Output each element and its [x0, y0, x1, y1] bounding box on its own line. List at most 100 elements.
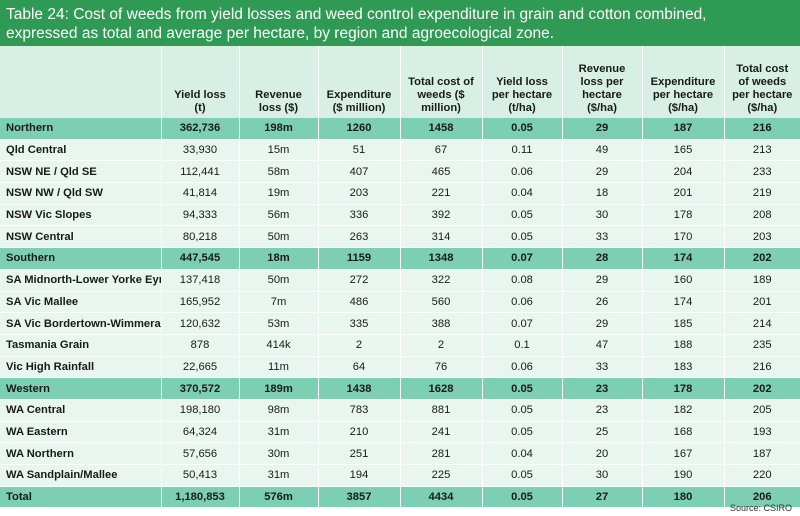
table-cell: 76 [399, 356, 482, 379]
table-row: NSW Vic Slopes 94,333 56m 336 392 0.05 30 178 20… [0, 204, 800, 227]
table-title-line-1: Table 24: Cost of weeds from yield losse… [6, 6, 707, 23]
table-cell: 64,324 [160, 421, 239, 444]
row-label-cell: SA Vic Mallee [0, 291, 161, 314]
row-label-cell: WA Northern [0, 442, 161, 465]
table-cell: 182 [641, 399, 724, 422]
table-cell: 1260 [317, 118, 400, 140]
table-cell: 56m [238, 204, 318, 227]
table-cell: 51 [317, 139, 400, 162]
source-note: Source: CSIRO [729, 503, 792, 513]
table-cell: 31m [238, 421, 318, 444]
row-label-cell: NSW Central [0, 225, 161, 249]
table-cell: 1159 [317, 247, 400, 270]
table-cell: 370,572 [160, 377, 239, 400]
table-cell: 0.05 [481, 421, 562, 444]
table-cell: 193 [723, 421, 800, 444]
table-cell: 216 [723, 356, 800, 379]
table-cell: 1628 [399, 377, 482, 400]
table-cell: 2 [399, 334, 482, 357]
row-label-cell: SA Vic Bordertown-Wimmera [0, 312, 161, 335]
row-label-cell: Qld Central [0, 139, 161, 162]
table-title: Table 24: Cost of weeds from yield losse… [0, 0, 800, 46]
table-cell: 29 [561, 118, 642, 140]
table-cell: 50m [238, 269, 318, 292]
table-row: SA Vic Bordertown-Wimmera 120,632 53m 335 38… [0, 312, 800, 335]
table-cell: 0.04 [481, 182, 562, 205]
table-row: Vic High Rainfall 22,665 11m 64 76 0.06 33 183 2… [0, 356, 800, 379]
table-cell: 3857 [317, 486, 400, 509]
table-cell: 1348 [399, 247, 482, 270]
table-cell: 210 [317, 421, 400, 444]
table-row: NSW Central 80,218 50m 263 314 0.05 33 170 203 [0, 225, 800, 249]
table-cell: 174 [641, 247, 724, 270]
table-cell: 120,632 [160, 312, 239, 335]
table-cell: 0.06 [481, 160, 562, 184]
table-cell: 225 [399, 464, 482, 487]
table-cell: 4434 [399, 486, 482, 509]
table-row: Tasmania Grain 878 414k 2 2 0.1 47 188 235 [0, 334, 800, 357]
table-cell: 203 [723, 225, 800, 249]
table-cell: 137,418 [160, 269, 239, 292]
table-cell: 783 [317, 399, 400, 422]
table-cell: 194 [317, 464, 400, 487]
table-cell: 281 [399, 442, 482, 465]
table-cell: 878 [160, 334, 239, 357]
table-cell: 168 [641, 421, 724, 444]
table-cell: 0.05 [481, 399, 562, 422]
header-cell-revenue-loss: Revenue loss ($) [238, 46, 318, 118]
table-cell: 560 [399, 291, 482, 314]
table-cell: 336 [317, 204, 400, 227]
row-label-cell: Tasmania Grain [0, 334, 161, 357]
header-row: Yield loss (t) Revenue loss ($) Expendit… [0, 46, 800, 118]
table-cell: 241 [399, 421, 482, 444]
table-cell: 25 [561, 421, 642, 444]
table-cell: 0.05 [481, 225, 562, 249]
table-cell: 447,545 [160, 247, 239, 270]
row-label-cell: NSW Vic Slopes [0, 204, 161, 227]
table-cell: 50,413 [160, 464, 239, 487]
table-cell: 18 [561, 182, 642, 205]
table-cell: 0.05 [481, 486, 562, 509]
table-cell: 392 [399, 204, 482, 227]
row-label-cell: NSW NW / Qld SW [0, 182, 161, 205]
table-cell: 49 [561, 139, 642, 162]
region-row: Southern 447,545 18m 1159 1348 0.07 28 174 202 [0, 247, 800, 270]
table-cell: 206 [723, 486, 800, 509]
table-cell: 205 [723, 399, 800, 422]
table-cell: 29 [561, 312, 642, 335]
table-cell: 67 [399, 139, 482, 162]
table-cell: 53m [238, 312, 318, 335]
region-row: Northern 362,736 198m 1260 1458 0.05 29 187 216 [0, 118, 800, 140]
header-cell-total-cost-per-ha: Total cost of weeds per hectare ($/ha) [723, 46, 800, 118]
table-cell: 180 [641, 486, 724, 509]
table-cell: 388 [399, 312, 482, 335]
table-cell: 407 [317, 160, 400, 184]
table-cell: 322 [399, 269, 482, 292]
table-cell: 167 [641, 442, 724, 465]
table-cell: 1438 [317, 377, 400, 400]
table-cell: 28 [561, 247, 642, 270]
table-cell: 202 [723, 377, 800, 400]
table-cell: 189m [238, 377, 318, 400]
row-label-cell: Total [0, 486, 161, 509]
table-row: WA Northern 57,656 30m 251 281 0.04 20 167 187 [0, 442, 800, 465]
table-cell: 20 [561, 442, 642, 465]
header-cell-total-cost: Total cost of weeds ($ million) [399, 46, 482, 118]
table-cell: 189 [723, 269, 800, 292]
table-cell: 23 [561, 377, 642, 400]
table-cell: 47 [561, 334, 642, 357]
row-label-cell: Western [0, 377, 161, 400]
row-label-cell: WA Eastern [0, 421, 161, 444]
table-cell: 30 [561, 204, 642, 227]
table-cell: 576m [238, 486, 318, 509]
table-row: WA Sandplain/Mallee 50,413 31m 194 225 0.05 30… [0, 464, 800, 487]
table-cell: 19m [238, 182, 318, 205]
table-title-line-2: expressed as total and average per hecta… [6, 25, 555, 42]
table-cell: 94,333 [160, 204, 239, 227]
table-cell: 263 [317, 225, 400, 249]
table-cell: 220 [723, 464, 800, 487]
table-cell: 204 [641, 160, 724, 184]
table-cell: 33 [561, 225, 642, 249]
table-cell: 112,441 [160, 160, 239, 184]
table-cell: 11m [238, 356, 318, 379]
